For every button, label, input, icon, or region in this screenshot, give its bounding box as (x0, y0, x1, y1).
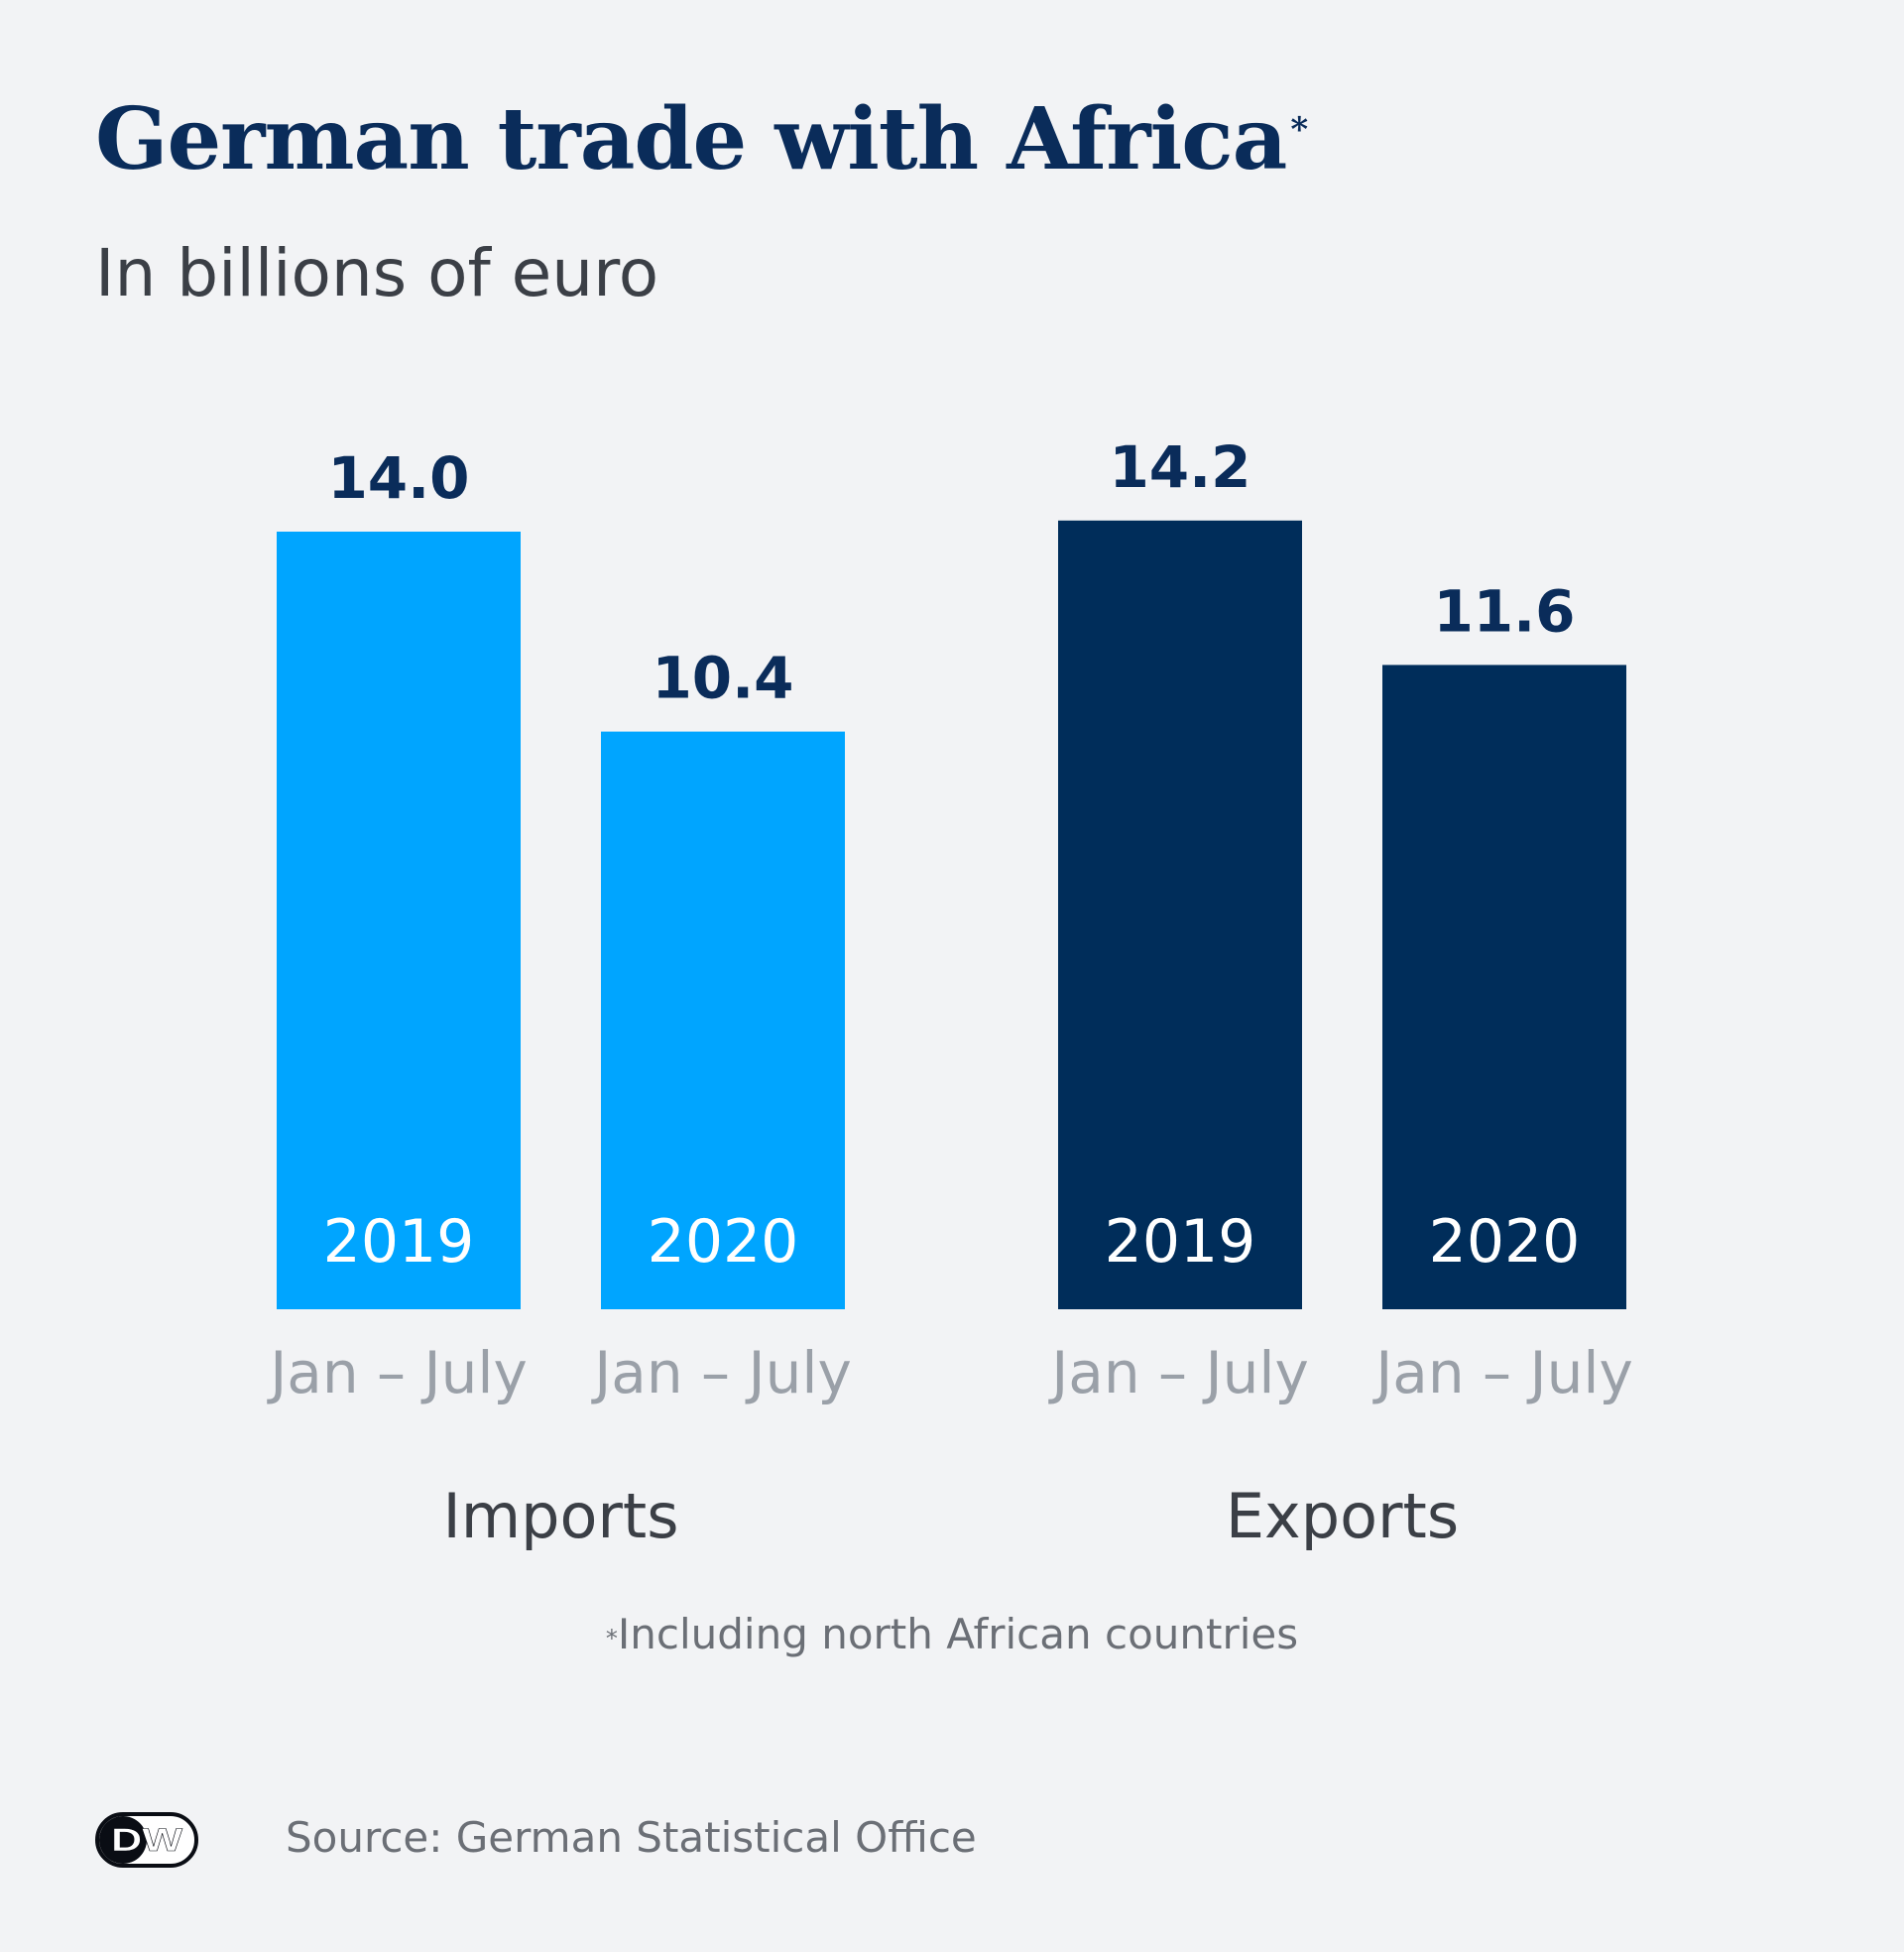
chart-title-text: German trade with Africa (95, 89, 1287, 189)
year-label-exports-2020: 2020 (1429, 1207, 1581, 1277)
dw-logo-text: DW (111, 1822, 183, 1858)
bar-exports-2019 (1058, 520, 1302, 1309)
value-label-imports-2020: 10.4 (652, 645, 793, 712)
title-footnote-mark: * (1290, 110, 1308, 150)
footnote-text: Including north African countries (617, 1610, 1299, 1658)
period-label-exports-2020: Jan – July (1372, 1339, 1633, 1406)
source-text: Source: German Statistical Office (286, 1813, 977, 1862)
value-label-exports-2020: 11.6 (1433, 577, 1575, 645)
period-label-exports-2019: Jan – July (1048, 1339, 1309, 1406)
chart-subtitle: In billions of euro (95, 235, 659, 311)
period-label-imports-2020: Jan – July (591, 1339, 852, 1406)
chart-title: German trade with Africa * (95, 85, 1308, 194)
bar-imports-2019 (277, 532, 521, 1309)
year-label-imports-2020: 2020 (648, 1207, 799, 1277)
value-label-exports-2019: 14.2 (1109, 433, 1250, 501)
footnote: *Including north African countries (0, 1607, 1904, 1662)
bar-imports-2020 (601, 731, 845, 1309)
group-label-imports: Imports (442, 1480, 678, 1552)
footnote-mark: * (605, 1625, 618, 1652)
dw-logo: DW (95, 1812, 198, 1868)
value-label-imports-2019: 14.0 (327, 444, 469, 512)
period-label-imports-2019: Jan – July (267, 1339, 528, 1406)
year-label-imports-2019: 2019 (323, 1207, 475, 1277)
year-label-exports-2019: 2019 (1105, 1207, 1256, 1277)
group-label-exports: Exports (1226, 1480, 1459, 1552)
bar-exports-2020 (1382, 665, 1626, 1309)
